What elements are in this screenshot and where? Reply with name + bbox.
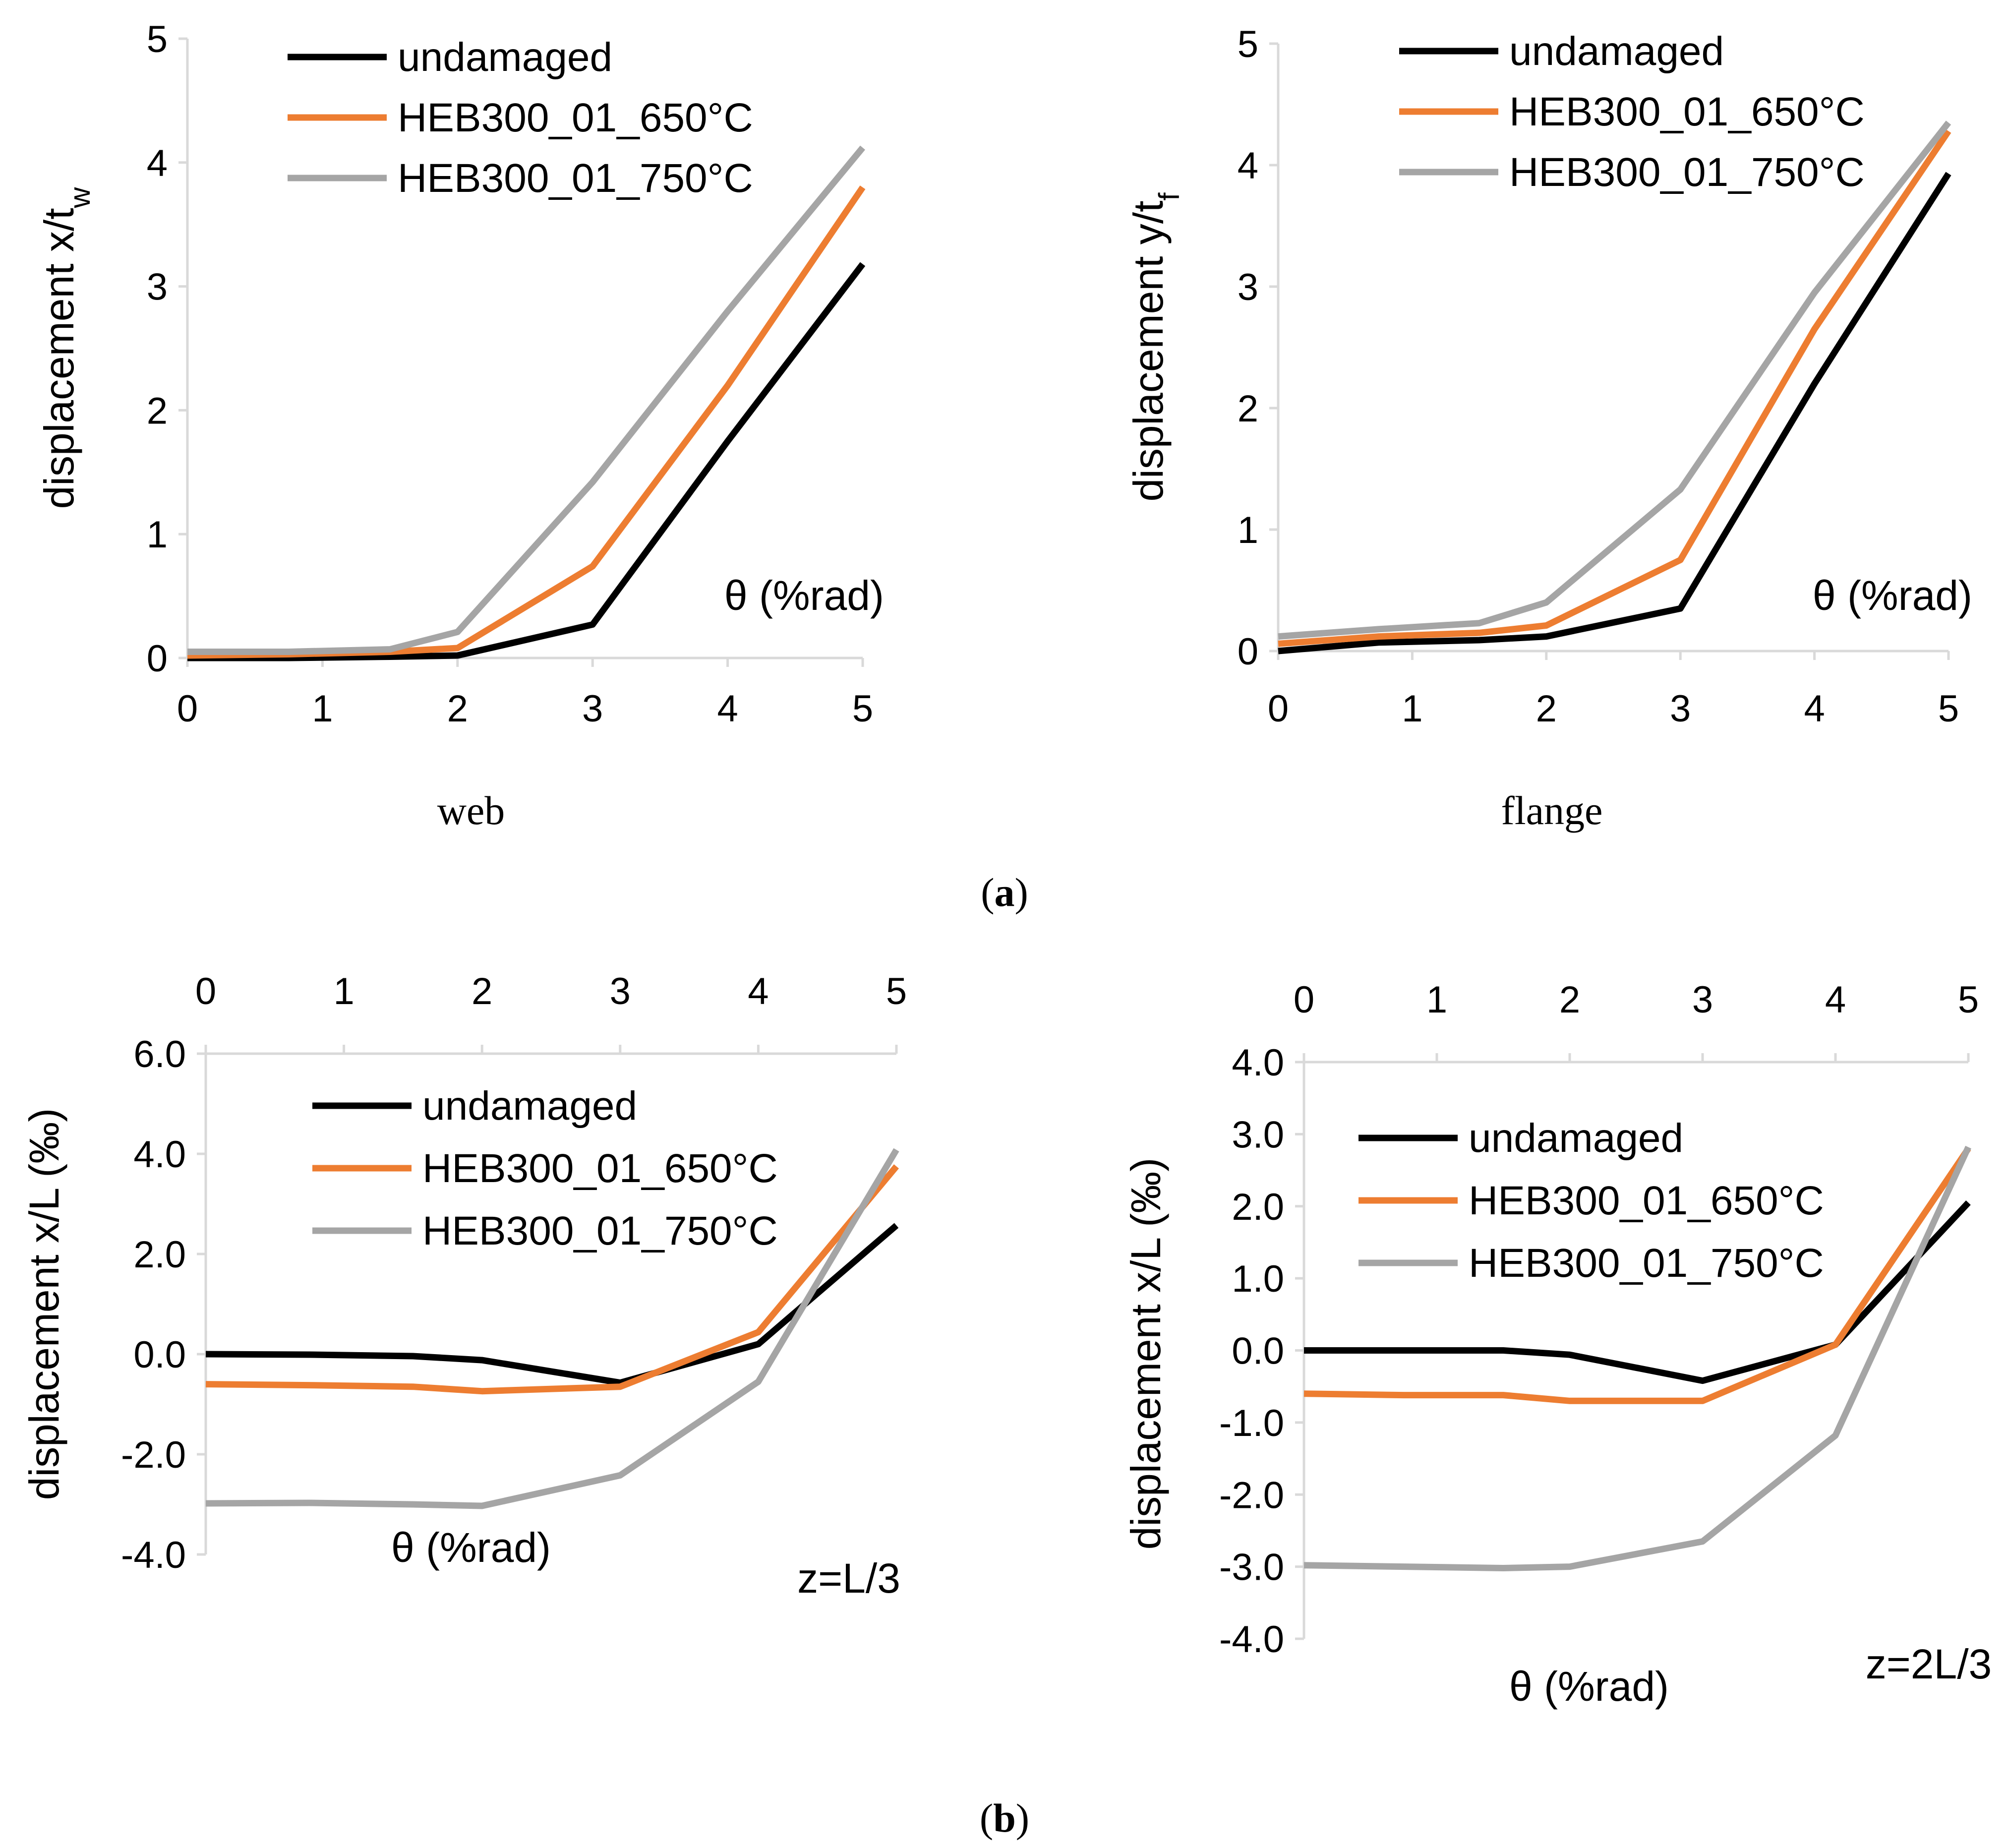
x-tick-label: 1 xyxy=(1402,688,1422,730)
y-tick-label: 4.0 xyxy=(1232,1042,1284,1084)
y-tick-label: 0 xyxy=(147,638,168,680)
series-line-undamaged xyxy=(187,262,866,661)
y-tick-label: 0.0 xyxy=(1232,1330,1284,1372)
x-tick-label: 1 xyxy=(333,970,354,1013)
x-tick-label: 2 xyxy=(472,970,492,1013)
y-tick-label: 2 xyxy=(147,390,168,432)
y-tick-label: 0.0 xyxy=(133,1334,186,1376)
x-tick-label: 3 xyxy=(1670,688,1691,730)
series-line-heb300-01-650-c xyxy=(1278,129,1951,647)
y-axis-label: displacement x/L (‰) xyxy=(1123,1158,1169,1550)
chart-title: web xyxy=(437,788,505,833)
y-tick-label: 3.0 xyxy=(1232,1114,1284,1156)
chart-title: flange xyxy=(1501,788,1603,833)
y-tick-label: 1 xyxy=(147,514,168,556)
legend-label: undamaged xyxy=(1509,29,1724,74)
legend-label: HEB300_01_750°C xyxy=(1509,150,1865,195)
chart-annotation: z=L/3 xyxy=(797,1555,900,1602)
series-line-undamaged xyxy=(1278,172,1951,655)
y-tick-label: 2.0 xyxy=(1232,1186,1284,1228)
x-tick-label: 1 xyxy=(312,688,333,730)
y-axis-label: displacement x/L (‰) xyxy=(21,1108,67,1500)
y-tick-label: 0 xyxy=(1238,631,1258,673)
y-tick-label: 4 xyxy=(147,142,168,184)
y-tick-label: 6.0 xyxy=(133,1033,186,1075)
x-tick-label: 5 xyxy=(852,688,873,730)
series-line-heb300-01-750-c xyxy=(205,1148,899,1509)
x-axis-note: θ (%rad) xyxy=(391,1524,551,1571)
x-tick-label: 0 xyxy=(1294,979,1314,1021)
chart-web: 0 1 2 3 4 5 0 1 2 3 4 5 displacement x/tw undamaged HE… xyxy=(36,18,884,833)
legend-label: HEB300_01_750°C xyxy=(422,1208,778,1253)
chart-annotation: z=2L/3 xyxy=(1866,1641,1992,1687)
series-line-heb300-01-750-c xyxy=(1303,1145,1971,1571)
x-tick-label: 3 xyxy=(610,970,631,1013)
y-tick-label: -4.0 xyxy=(1219,1618,1284,1661)
y-tick-label: 2 xyxy=(1238,388,1258,430)
y-tick-label: 2.0 xyxy=(133,1234,186,1276)
x-tick-label: 5 xyxy=(886,970,907,1013)
x-axis-note: θ (%rad) xyxy=(1813,572,1972,619)
series-line-heb300-01-750-c xyxy=(187,145,866,655)
legend-label: HEB300_01_650°C xyxy=(1509,89,1865,134)
y-tick-label: 1 xyxy=(1238,509,1258,551)
x-axis-note: θ (%rad) xyxy=(1509,1663,1669,1710)
y-tick-label: 5 xyxy=(1238,23,1258,65)
series-line-heb300-01-650-c xyxy=(1303,1146,1971,1404)
series-line-heb300-01-650-c xyxy=(205,1164,899,1395)
y-tick-label: 5 xyxy=(147,18,168,60)
legend-label: HEB300_01_650°C xyxy=(422,1146,778,1191)
x-axis-note: θ (%rad) xyxy=(724,572,884,619)
x-tick-label: 4 xyxy=(748,970,768,1013)
y-axis-label: displacement y/tf xyxy=(1125,192,1185,502)
x-tick-label: 4 xyxy=(717,688,738,730)
legend-label: undamaged xyxy=(422,1083,637,1129)
x-tick-label: 4 xyxy=(1825,979,1846,1021)
y-tick-label: -2.0 xyxy=(121,1434,186,1476)
x-tick-label: 3 xyxy=(1692,979,1713,1021)
y-tick-label: -1.0 xyxy=(1219,1402,1284,1444)
x-tick-label: 2 xyxy=(1536,688,1557,730)
x-tick-label: 2 xyxy=(447,688,468,730)
caption-b: (b) xyxy=(980,1795,1029,1841)
y-tick-label: -3.0 xyxy=(1219,1547,1284,1589)
x-tick-label: 0 xyxy=(195,970,216,1013)
legend-label: HEB300_01_750°C xyxy=(1469,1241,1824,1286)
legend-label: undamaged xyxy=(398,35,612,80)
y-tick-label: -4.0 xyxy=(121,1534,186,1576)
y-axis-label: displacement x/tw xyxy=(36,186,96,509)
y-tick-label: 3 xyxy=(1238,266,1258,308)
caption-a: (a) xyxy=(981,870,1028,915)
x-tick-label: 4 xyxy=(1804,688,1825,730)
x-tick-label: 0 xyxy=(177,688,198,730)
y-tick-label: 3 xyxy=(147,266,168,308)
chart-flange: 0 1 2 3 4 5 0 1 2 3 4 5 displacement y/tf undamaged HE… xyxy=(1125,23,1972,833)
y-tick-label: 1.0 xyxy=(1232,1258,1284,1300)
x-tick-label: 0 xyxy=(1268,688,1289,730)
y-tick-label: -2.0 xyxy=(1219,1474,1284,1516)
chart-z-2l3: -4.0 -3.0 -2.0 -1.0 0.0 1.0 2.0 3.0 4.00 1 2 3 4 5 dis… xyxy=(1123,979,1992,1710)
y-tick-label: 4.0 xyxy=(133,1133,186,1176)
legend-label: undamaged xyxy=(1469,1116,1683,1161)
x-tick-label: 5 xyxy=(1938,688,1959,730)
x-tick-label: 3 xyxy=(582,688,603,730)
series-line-undamaged xyxy=(205,1223,899,1386)
legend-label: HEB300_01_750°C xyxy=(398,156,753,201)
chart-z-l3: -4.0 -2.0 0.0 2.0 4.0 6.00 1 2 3 4 5 displacement x… xyxy=(21,970,907,1602)
y-axis-label-subscript: w xyxy=(64,186,96,208)
y-axis-label-subscript: f xyxy=(1153,192,1185,201)
x-tick-label: 2 xyxy=(1559,979,1580,1021)
legend-label: HEB300_01_650°C xyxy=(1469,1178,1824,1223)
y-tick-label: 4 xyxy=(1238,145,1258,187)
x-tick-label: 5 xyxy=(1958,979,1979,1021)
x-tick-label: 1 xyxy=(1426,979,1447,1021)
legend-label: HEB300_01_650°C xyxy=(398,95,753,140)
series-line-heb300-01-750-c xyxy=(1278,120,1951,640)
